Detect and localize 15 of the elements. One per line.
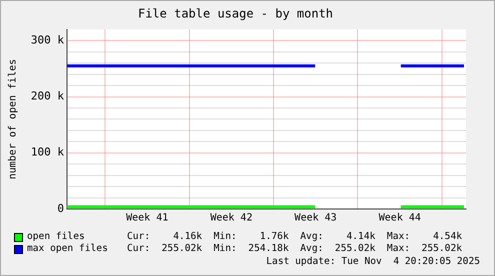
x-tick-label: Week 42 — [210, 212, 252, 224]
y-tick-label: 300 k — [30, 33, 64, 46]
x-tick-label: Week 43 — [294, 212, 337, 224]
legend-label: open files — [27, 231, 86, 243]
text: Last update: Tue Nov 4 20:20:05 2025 — [266, 256, 480, 268]
text: Cur: 255.02k Min: 254.18k Avg: 255.02k Max: 255.02k — [127, 243, 462, 255]
y-axis-title: number of open files — [8, 58, 19, 180]
chart-title: File table usage - by month — [138, 6, 334, 20]
x-tick-label: Week 44 — [378, 212, 421, 224]
legend-label: max open files — [27, 243, 109, 255]
y-tick-label: 200 k — [30, 90, 64, 103]
x-tick-label: Week 41 — [126, 212, 168, 224]
y-tick-label: 100 k — [30, 146, 64, 159]
y-tick-label: 0 — [57, 202, 64, 215]
text: Cur: 4.16k Min: 1.76k Avg: 4.14k Max: 4.54k — [127, 231, 462, 243]
